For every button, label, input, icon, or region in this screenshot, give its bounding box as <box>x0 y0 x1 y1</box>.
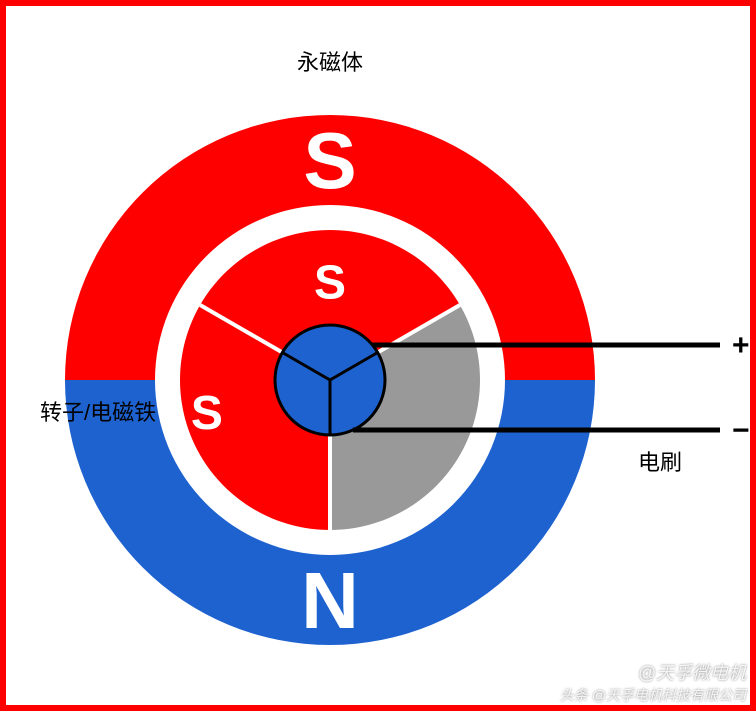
minus-symbol: − <box>732 414 750 447</box>
stator-bottom-letter: N <box>301 556 359 645</box>
plus-symbol: + <box>732 329 750 362</box>
label-brush: 电刷 <box>638 450 682 475</box>
stator-top-letter: S <box>303 116 356 205</box>
label-permanent-magnet: 永磁体 <box>297 50 363 75</box>
rotor-top-letter: S <box>314 257 346 310</box>
diagram-frame: SNSS+−永磁体转子/电磁铁电刷 @天孚微电机 头条 @天孚电机科技有限公司 <box>0 0 756 711</box>
label-rotor: 转子/电磁铁 <box>40 400 156 425</box>
rotor-left-letter: S <box>191 387 223 440</box>
motor-diagram-svg: SNSS+−永磁体转子/电磁铁电刷 <box>0 0 756 711</box>
